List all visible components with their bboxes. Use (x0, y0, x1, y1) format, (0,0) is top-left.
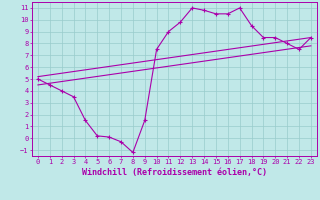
X-axis label: Windchill (Refroidissement éolien,°C): Windchill (Refroidissement éolien,°C) (82, 168, 267, 177)
